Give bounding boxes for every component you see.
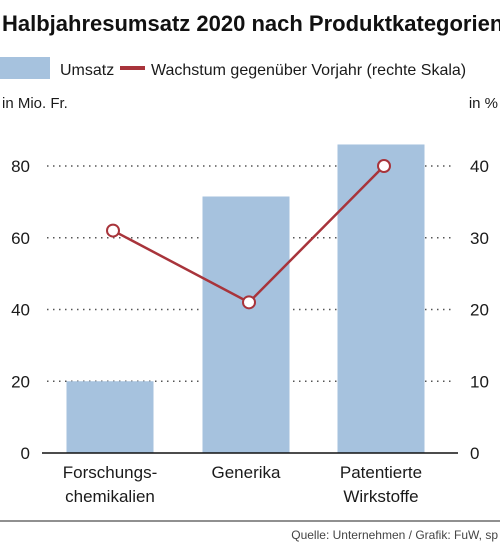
right-tick-label: 0 [470,444,479,463]
bars [66,144,425,453]
category-label: Patentierte [340,463,422,482]
left-tick-label: 40 [11,301,30,320]
growth-line [106,159,391,310]
left-tick-label: 60 [11,229,30,248]
category-label: Generika [212,463,282,482]
growth-point [106,223,120,238]
growth-point [242,295,256,310]
bar-umsatz [337,144,425,453]
category-label: Forschungs- [63,463,157,482]
left-axis-unit: in Mio. Fr. [2,95,68,112]
right-tick-label: 40 [470,157,489,176]
category-label: chemikalien [65,487,155,506]
left-tick-label: 20 [11,372,30,391]
growth-point [377,159,391,173]
bar-umsatz [202,196,290,453]
tick-labels: 0 20 40 60 80 0 10 20 30 40 [11,157,489,463]
legend-bar-swatch [0,57,50,79]
source-note: Quelle: Unternehmen / Grafik: FuW, sp [291,528,498,542]
right-tick-label: 10 [470,372,489,391]
bar-umsatz [66,381,154,453]
right-tick-label: 20 [470,301,489,320]
left-tick-label: 80 [11,157,30,176]
category-label: Wirkstoffe [343,487,418,506]
legend-bar-label: Umsatz [60,62,114,79]
left-tick-label: 0 [21,444,30,463]
chart-title: Halbjahresumsatz 2020 nach Produktkatego… [2,11,500,36]
legend-line-label: Wachstum gegenüber Vorjahr (rechte Skala… [151,62,466,79]
category-labels: Forschungs-chemikalien Generika Patentiert… [63,463,422,506]
right-axis-unit: in % [469,95,498,112]
right-tick-label: 30 [470,229,489,248]
legend: Umsatz Wachstum gegenüber Vorjahr (recht… [0,57,466,79]
